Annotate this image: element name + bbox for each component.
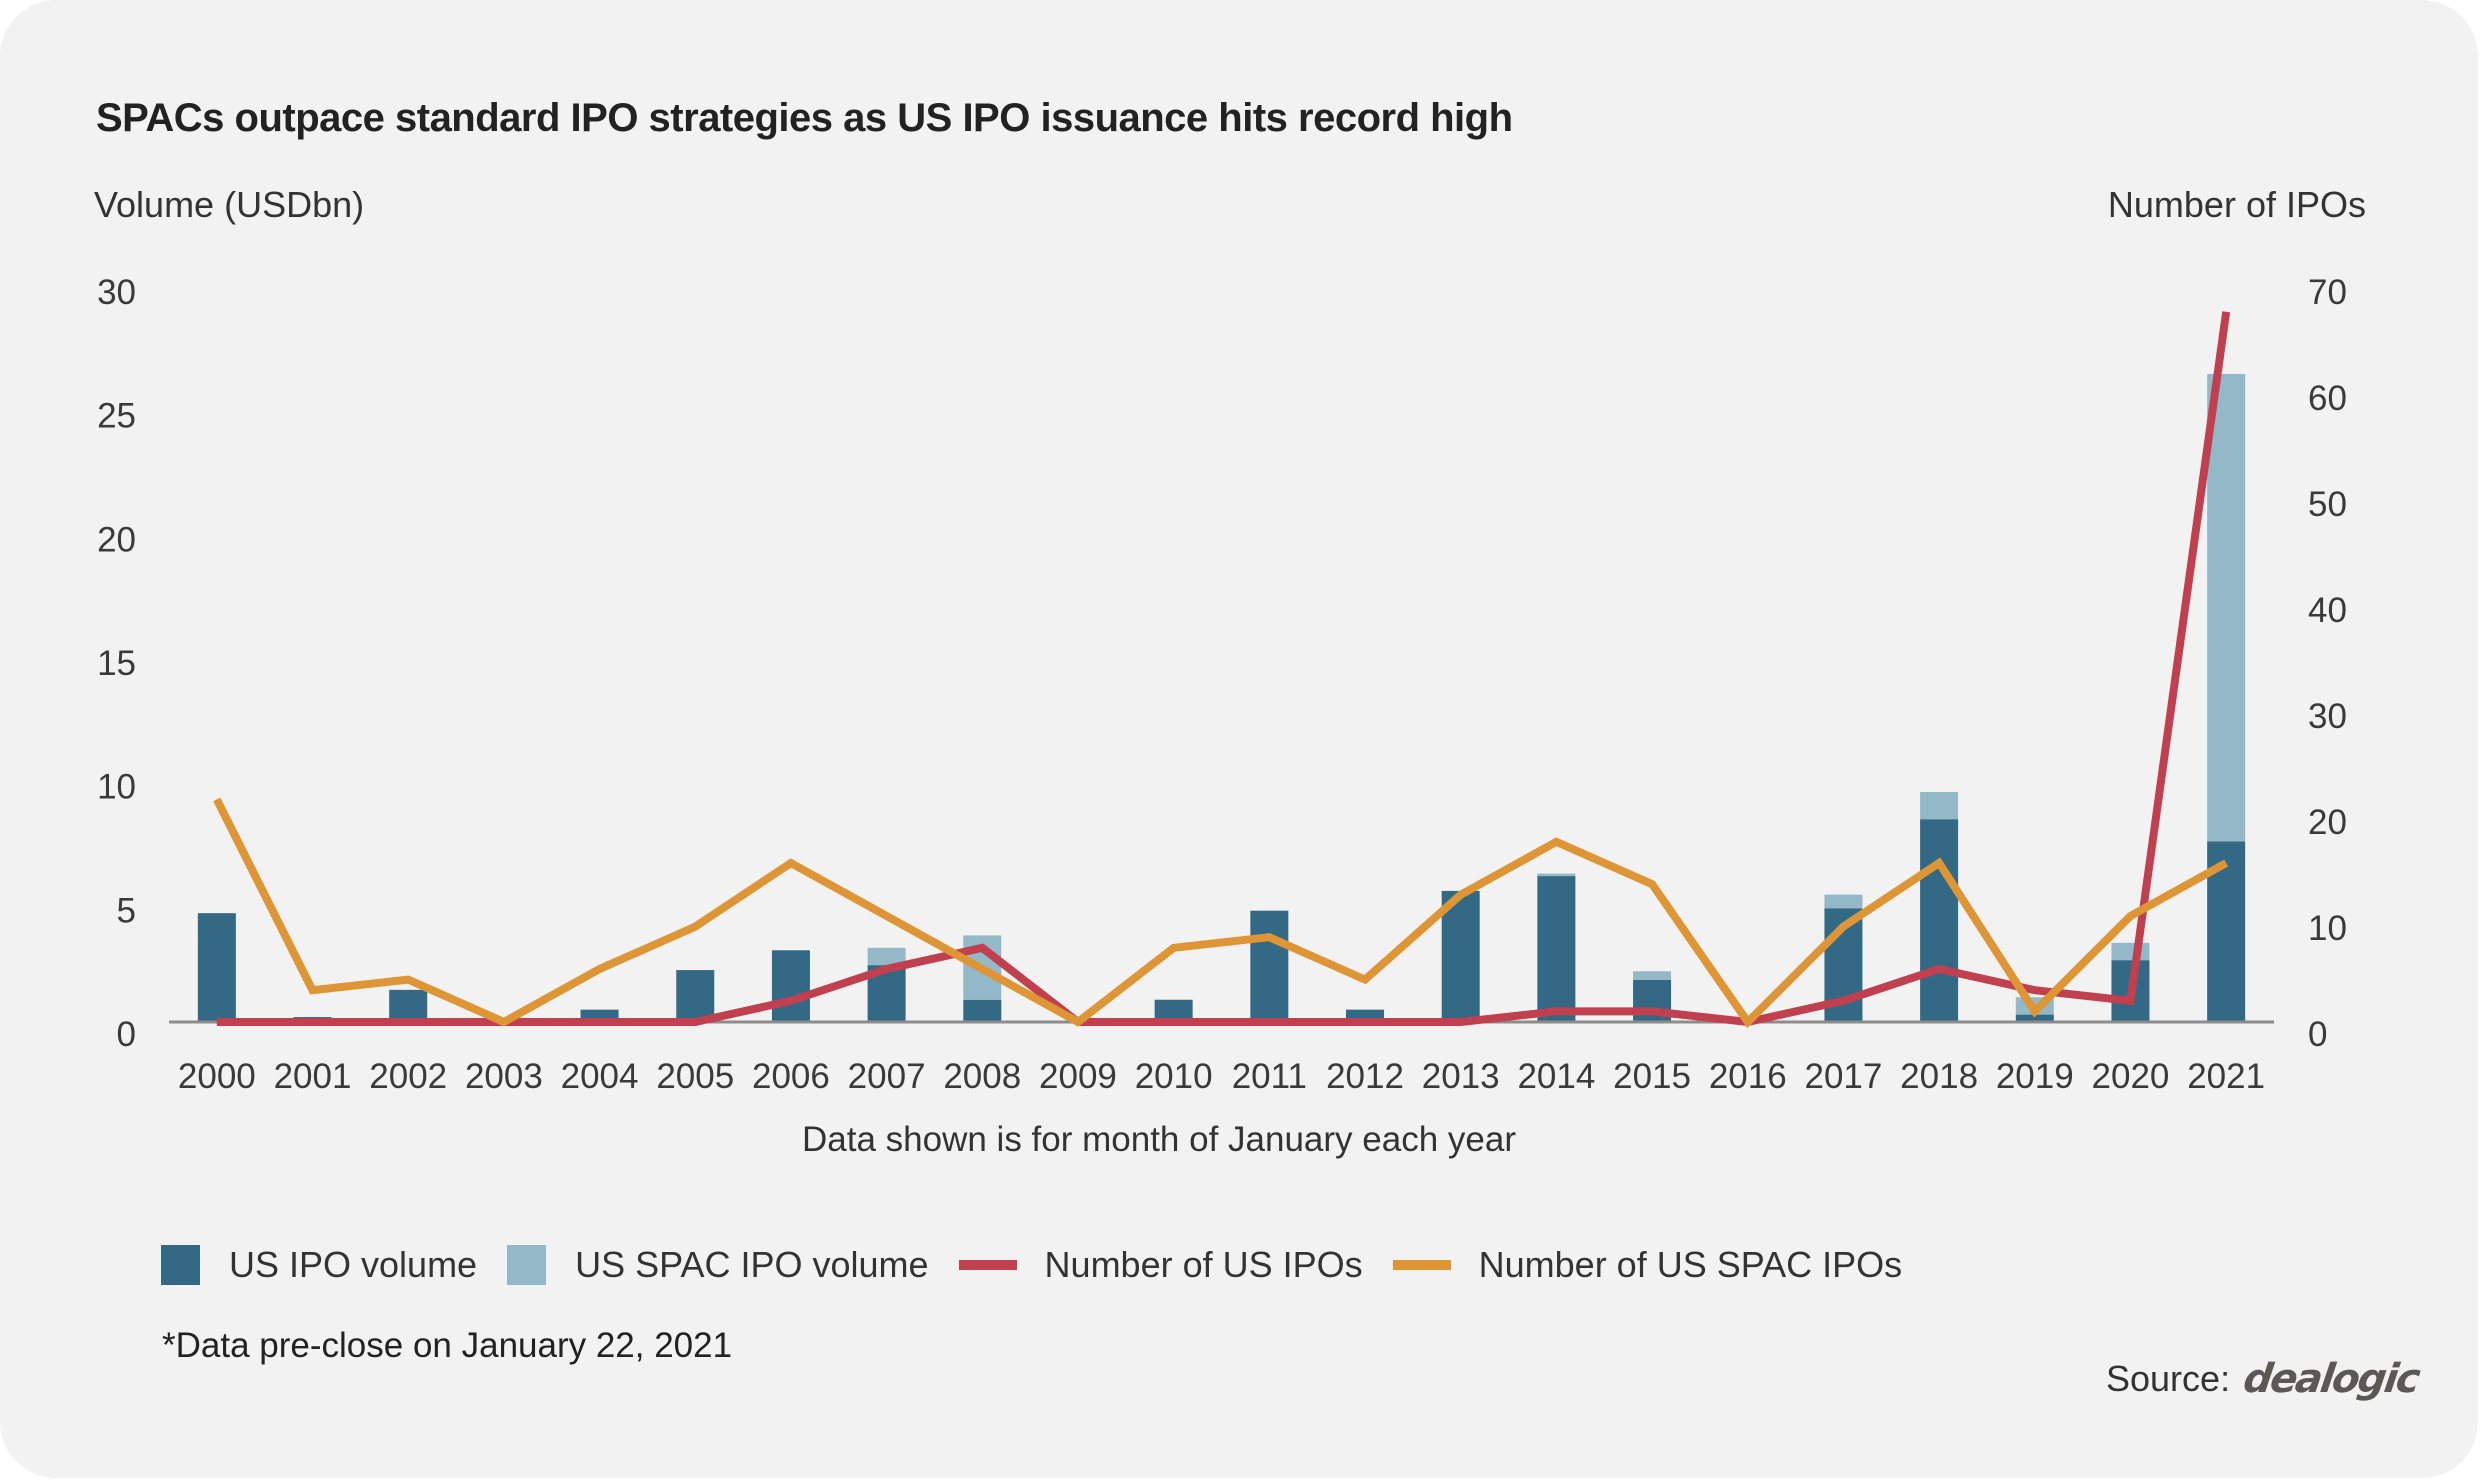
line-number-of-us-ipos [216,311,2231,1027]
bars-layer [197,373,2246,1022]
legend-swatch-us-spac-ipo-volume [507,1245,547,1285]
x-tick-label: 2011 [1232,1057,1307,1096]
left-axis-ticks: 0 5 10 15 20 25 30 [97,273,136,1054]
line-number-of-us-spac-ipos [213,797,2229,1029]
x-tick-label: 2020 [2092,1057,2170,1096]
legend-label: US IPO volume [229,1244,478,1285]
x-tick-label: 2005 [656,1057,734,1096]
left-tick-label: 0 [117,1015,136,1054]
bar-us-spac-ipo-volume-2018 [1920,791,1959,820]
x-tick-label: 2000 [178,1057,256,1096]
right-axis-title: Number of IPOs [2107,184,2366,225]
x-tick-label: 2008 [943,1057,1021,1096]
bar-us-spac-ipo-volume-2007 [867,947,906,966]
legend-swatch-number-of-us-ipos [958,1260,1017,1270]
x-tick-label: 2016 [1709,1057,1787,1096]
bar-us-ipo-volume-2002 [389,989,428,1022]
legend-label: Number of US IPOs [1044,1244,1363,1285]
left-tick-label: 5 [117,891,136,930]
bar-us-ipo-volume-2019 [2015,1014,2054,1022]
legend-item-number-of-us-spac-ipos[interactable]: Number of US SPAC IPOs [1392,1244,1903,1286]
source: Source: dealogic [2106,1356,2422,1402]
right-tick-label: 20 [2308,803,2347,842]
right-axis-ticks: 0 10 20 30 40 50 60 70 [2308,273,2347,1054]
x-tick-label: 2014 [1517,1057,1595,1096]
right-tick-label: 0 [2308,1015,2327,1054]
left-tick-label: 10 [97,768,136,807]
x-axis-title: Data shown is for month of January each … [802,1120,1516,1159]
left-tick-label: 25 [97,397,136,436]
chart-title: SPACs outpace standard IPO strategies as… [96,96,1513,140]
legend-item-number-of-us-ipos[interactable]: Number of US IPOs [958,1244,1363,1286]
x-axis-title-wrap: Data shown is for month of January each … [0,1120,2318,1160]
bar-us-spac-ipo-volume-2015 [1633,971,1672,980]
x-tick-label: 2004 [561,1057,639,1096]
x-tick-label: 2013 [1422,1057,1500,1096]
bar-us-spac-ipo-volume-2014 [1537,873,1576,877]
bar-us-ipo-volume-2013 [1441,890,1480,1022]
x-axis-ticks: 2000 2001 2002 2003 2004 2005 2006 2007 2008 2009… [178,1057,2265,1096]
x-tick-label: 2007 [848,1057,926,1096]
legend-swatch-us-ipo-volume [161,1245,200,1285]
left-tick-label: 30 [97,273,136,312]
right-tick-label: 30 [2308,697,2347,736]
bar-us-ipo-volume-2010 [1154,999,1193,1022]
bar-us-spac-ipo-volume-2020 [2111,942,2150,961]
source-label: Source: [2106,1358,2231,1399]
bar-us-ipo-volume-2014 [1537,876,1576,1022]
bar-us-ipo-volume-2008 [963,999,1002,1022]
lines-layer [213,311,2231,1029]
legend-swatch-number-of-us-spac-ipos [1392,1260,1451,1270]
x-tick-label: 2017 [1804,1057,1882,1096]
right-tick-label: 10 [2308,909,2347,948]
x-tick-label: 2006 [752,1057,830,1096]
x-tick-label: 2021 [2187,1057,2265,1096]
x-tick-label: 2009 [1039,1057,1117,1096]
bar-us-spac-ipo-volume-2021 [2207,373,2246,842]
dealogic-logo: dealogic [2240,1356,2422,1402]
x-tick-label: 2018 [1900,1057,1978,1096]
x-tick-label: 2019 [1996,1057,2074,1096]
left-tick-label: 20 [97,520,136,559]
legend-label: US SPAC IPO volume [575,1244,929,1285]
bar-us-ipo-volume-2006 [771,950,810,1022]
right-tick-label: 60 [2308,379,2347,418]
left-axis-title: Volume (USDbn) [94,184,365,225]
footnote: *Data pre-close on January 22, 2021 [162,1326,733,1365]
bar-us-ipo-volume-2005 [676,970,715,1022]
left-tick-label: 15 [97,644,136,683]
x-tick-label: 2001 [274,1057,352,1096]
x-tick-label: 2012 [1326,1057,1404,1096]
x-tick-label: 2015 [1613,1057,1691,1096]
x-tick-label: 2010 [1135,1057,1213,1096]
right-tick-label: 70 [2308,273,2347,312]
legend-item-us-ipo-volume[interactable]: US IPO volume [161,1244,477,1286]
bar-us-ipo-volume-2000 [197,913,236,1022]
bar-us-ipo-volume-2011 [1250,910,1289,1022]
bar-us-ipo-volume-2018 [1920,819,1959,1022]
legend: US IPO volume US SPAC IPO volume Number … [161,1244,1932,1286]
right-tick-label: 40 [2308,591,2347,630]
x-tick-label: 2003 [465,1057,543,1096]
bar-us-spac-ipo-volume-2017 [1824,894,1863,909]
legend-label: Number of US SPAC IPOs [1478,1244,1903,1285]
right-tick-label: 50 [2308,485,2347,524]
x-tick-label: 2002 [369,1057,447,1096]
legend-item-us-spac-ipo-volume[interactable]: US SPAC IPO volume [507,1244,929,1286]
